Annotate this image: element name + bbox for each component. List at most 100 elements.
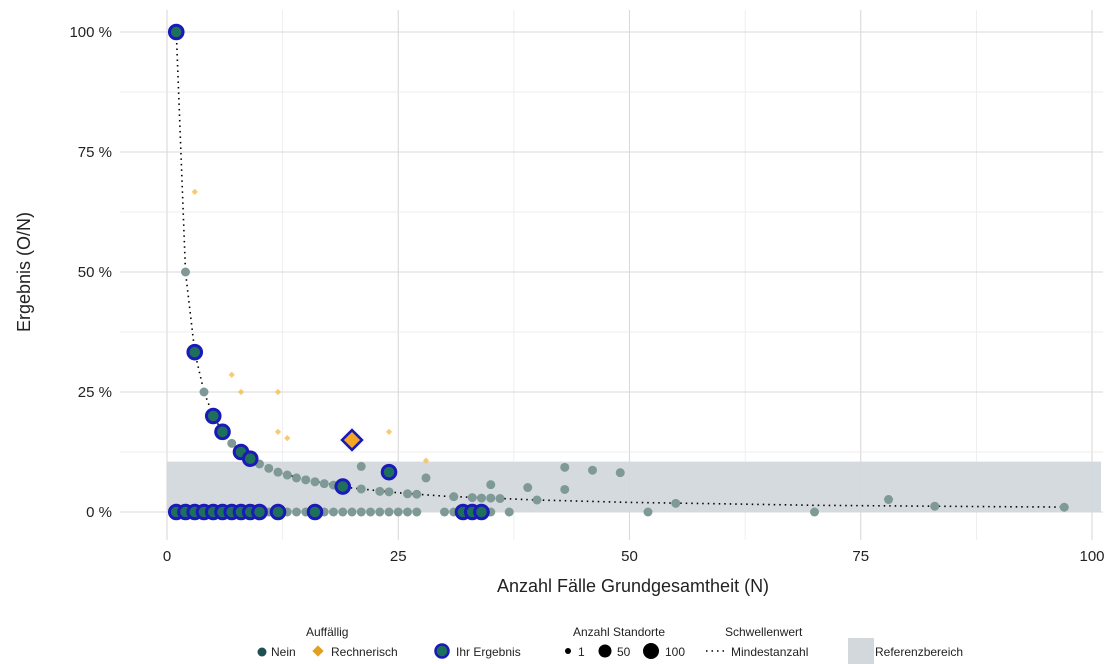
point-nein: [282, 470, 292, 480]
point-ihr-ergebnis: [251, 503, 268, 521]
point-rechnerisch: [237, 388, 245, 396]
point-rechnerisch: [422, 457, 430, 464]
point-nein: [264, 463, 274, 473]
point-nein: [412, 507, 422, 517]
point-nein: [273, 467, 283, 477]
legend-nein-icon: [257, 647, 267, 657]
x-tick-label: 25: [390, 548, 407, 565]
point-nein: [421, 473, 431, 483]
point-nein: [338, 507, 348, 517]
point-nein: [227, 438, 237, 448]
point-ihr-ergebnis: [269, 503, 287, 521]
point-nein: [329, 507, 338, 517]
y-tick-label: 75 %: [78, 144, 112, 161]
x-tick-label: 50: [621, 548, 638, 565]
point-rechnerisch: [274, 428, 282, 435]
point-nein: [532, 495, 542, 505]
point-nein: [181, 267, 190, 277]
point-ihr-ergebnis: [241, 450, 259, 468]
legend-title-schwellenwert: Schwellenwert: [725, 625, 803, 639]
point-rechnerisch: [191, 188, 198, 195]
x-axis-label: Anzahl Fälle Grundgesamtheit (N): [497, 576, 769, 596]
point-nein: [440, 507, 449, 517]
point-nein: [292, 473, 301, 483]
point-ihr-ergebnis: [167, 23, 185, 41]
point-nein: [356, 507, 366, 517]
point-nein: [643, 507, 653, 517]
point-nein: [884, 495, 893, 505]
point-nein: [384, 507, 394, 517]
point-nein: [310, 477, 320, 487]
point-nein: [384, 487, 394, 497]
point-ihr-ergebnis: [214, 423, 231, 441]
legend-title-auffaellig: Auffällig: [306, 625, 348, 639]
point-nein: [615, 468, 625, 478]
y-tick-label: 100 %: [69, 24, 112, 41]
point-nein: [375, 507, 385, 517]
point-ihr-ergebnis-rechnerisch: [340, 428, 364, 452]
point-ihr-ergebnis: [204, 407, 222, 425]
legend-size-large-icon: [643, 643, 659, 659]
grid: [120, 10, 1103, 540]
point-ihr-ergebnis: [334, 478, 352, 495]
legend-referenzbereich: Referenzbereich: [875, 645, 963, 659]
point-nein: [1059, 502, 1069, 512]
point-nein: [504, 507, 514, 517]
legend-size-small-icon: [565, 648, 571, 654]
y-axis-label: Ergebnis (O/N): [14, 212, 34, 332]
legend-size-small: 1: [578, 645, 585, 659]
legend-size-large: 100: [665, 645, 685, 659]
point-rechnerisch: [228, 371, 235, 378]
y-tick-label: 25 %: [78, 384, 112, 401]
legend-size-medium: 50: [617, 645, 631, 659]
point-nein: [393, 507, 403, 517]
point-nein: [301, 475, 311, 485]
point-nein: [347, 507, 357, 517]
point-nein: [486, 493, 496, 503]
point-nein: [560, 484, 570, 494]
legend-size-medium-icon: [598, 644, 612, 658]
point-nein: [199, 387, 209, 397]
threshold-curve: [175, 31, 1065, 508]
reference-area: [167, 461, 1101, 512]
point-nein: [412, 489, 422, 499]
point-nein: [930, 501, 940, 511]
point-nein: [495, 494, 505, 504]
point-ihr-ergebnis: [306, 503, 324, 521]
point-nein: [588, 465, 597, 475]
point-nein: [560, 462, 570, 472]
y-tick-label: 0 %: [86, 504, 112, 521]
legend: Auffällig Nein Rechnerisch Ihr Ergebnis …: [257, 625, 963, 664]
legend-title-standorte: Anzahl Standorte: [573, 625, 665, 639]
point-nein: [403, 489, 412, 499]
legend-mindestanzahl: Mindestanzahl: [731, 645, 808, 659]
point-rechnerisch: [385, 428, 393, 435]
point-ihr-ergebnis: [380, 463, 398, 481]
point-nein: [477, 493, 486, 503]
legend-nein: Nein: [271, 645, 296, 659]
y-tick-label: 50 %: [78, 264, 112, 281]
x-tick-label: 75: [852, 548, 869, 565]
x-tick-label: 100: [1079, 548, 1104, 565]
y-axis-ticks: 0 % 25 % 50 % 75 % 100 %: [69, 24, 112, 521]
point-nein: [810, 507, 819, 517]
point-nein: [356, 484, 366, 494]
point-nein: [523, 483, 533, 493]
legend-referenzbereich-icon: [848, 638, 874, 664]
legend-ihr-ergebnis-icon: [434, 643, 450, 659]
point-nein: [319, 479, 329, 489]
data-points: [167, 23, 1069, 521]
point-nein: [449, 492, 459, 502]
x-tick-label: 0: [163, 548, 171, 565]
legend-rechnerisch: Rechnerisch: [331, 645, 398, 659]
point-nein: [671, 498, 681, 508]
point-nein: [366, 507, 375, 517]
point-rechnerisch: [274, 388, 282, 396]
legend-rechnerisch-icon: [312, 645, 324, 657]
point-nein: [403, 507, 412, 517]
point-rechnerisch: [284, 434, 291, 442]
point-nein: [375, 486, 385, 496]
point-nein: [292, 507, 301, 517]
point-nein: [356, 461, 366, 471]
